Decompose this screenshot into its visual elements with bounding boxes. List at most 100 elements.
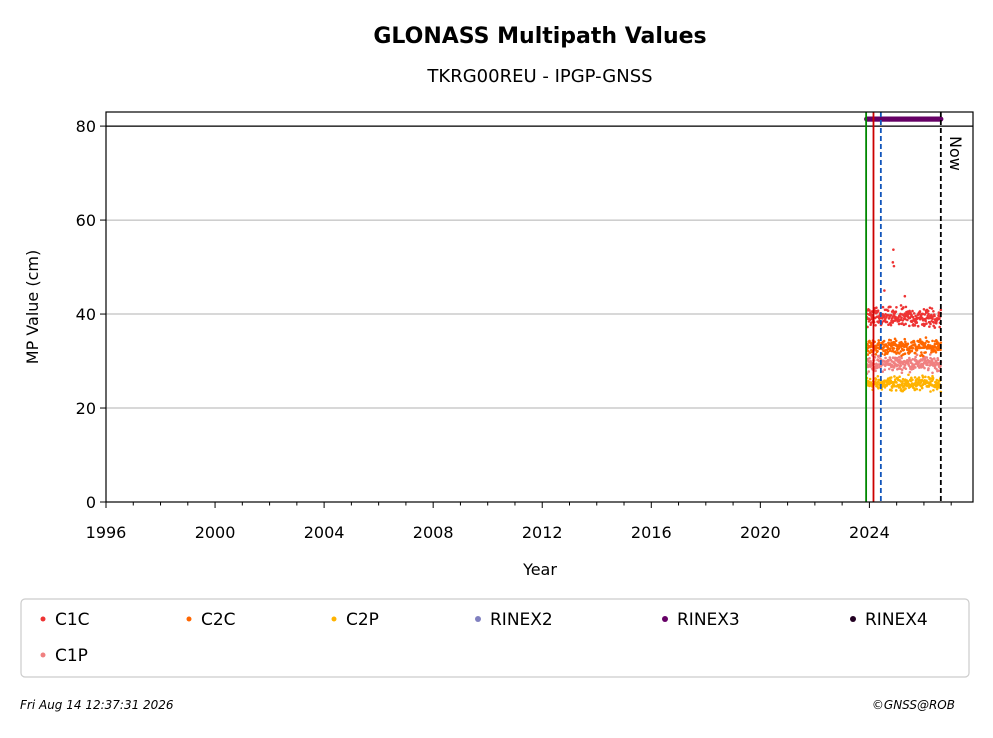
data-point-c1c [886, 313, 890, 317]
data-point-c2c [903, 337, 907, 341]
data-point-c2p [895, 381, 898, 384]
data-point-c2c [939, 348, 942, 352]
data-point-c1p [877, 359, 881, 363]
data-point-c1c [904, 305, 908, 309]
legend-marker-c2c [186, 616, 192, 622]
data-point-rinex3 [938, 116, 944, 122]
y-axis-label: MP Value (cm) [23, 250, 42, 364]
data-point-c1p [898, 362, 902, 365]
footer-credit: ©GNSS@ROB [872, 698, 955, 712]
data-point-c1p [887, 359, 890, 363]
data-point-c2c [888, 349, 892, 353]
data-point-c1p [930, 361, 933, 365]
data-point-c1p [928, 353, 932, 356]
data-point-c2p [890, 389, 893, 392]
data-point-c1p [911, 357, 915, 361]
data-point-c1c [925, 322, 928, 325]
data-point-c2c [890, 345, 893, 348]
data-point-c1p [879, 365, 883, 368]
data-point-c1p [925, 356, 929, 359]
data-point-c1p [890, 363, 894, 367]
data-point-c1p [930, 359, 934, 363]
data-point-c2p [882, 381, 886, 385]
data-point-c1c [894, 310, 898, 314]
plot-frame [105, 111, 974, 503]
data-point-c2c [892, 343, 895, 347]
data-point-c2p [917, 376, 921, 379]
data-point-c1c [927, 312, 930, 316]
data-point-c2c [939, 341, 943, 344]
data-point-c2p [907, 373, 910, 377]
legend-label-rinex2: RINEX2 [490, 610, 553, 630]
data-point-c1p [923, 366, 926, 370]
data-point-c1c [899, 304, 903, 307]
legend-label-rinex4: RINEX4 [865, 610, 928, 630]
data-point-c1c [921, 312, 925, 316]
data-point-c2c [924, 351, 927, 354]
data-point-c1p [868, 357, 871, 360]
data-point-c1p [900, 371, 904, 375]
legend-marker-c2p [331, 616, 337, 622]
data-point-c1c [889, 314, 893, 317]
data-point-c1p [891, 368, 895, 372]
data-point-c1p [869, 359, 872, 363]
data-point-c1c [911, 315, 915, 319]
data-point-c2p [894, 378, 897, 381]
data-point-c2p [889, 379, 893, 382]
data-point-c1c [910, 314, 913, 317]
data-point-c1p [900, 368, 904, 372]
data-point-c2p [925, 379, 928, 382]
data-point-c2c [903, 352, 907, 356]
data-point-c1p [881, 370, 884, 373]
data-point-c2p [924, 375, 927, 379]
data-point-c2c [884, 343, 888, 346]
y-tick-label: 80 [76, 117, 96, 136]
data-point-c1c [928, 306, 932, 310]
data-point-c1c [892, 264, 896, 268]
data-point-c1c [901, 319, 905, 322]
data-point-c2c [912, 340, 916, 344]
data-point-c2c [930, 351, 933, 354]
data-point-c1p [903, 363, 907, 367]
data-point-c2c [924, 341, 927, 345]
data-point-c2p [921, 376, 925, 379]
data-point-c1p [935, 367, 938, 371]
x-tick-label: 2020 [740, 523, 781, 542]
data-point-c2p [913, 376, 917, 379]
data-point-c2p [920, 386, 924, 390]
data-point-c2p [911, 378, 914, 382]
data-point-c2c [910, 349, 914, 353]
data-point-c2c [918, 338, 922, 341]
data-point-c1c [903, 294, 907, 298]
legend-marker-c1c [40, 616, 46, 622]
now-label: Now [946, 136, 965, 171]
data-points [864, 116, 944, 394]
data-point-c1p [931, 371, 934, 375]
data-point-c1c [908, 324, 911, 328]
data-point-c1p [888, 356, 892, 359]
data-point-c1c [938, 317, 941, 321]
data-point-c2c [886, 350, 890, 354]
data-point-c1c [924, 319, 927, 323]
data-point-c1c [875, 306, 878, 310]
data-point-c2p [900, 382, 904, 386]
data-point-c1p [874, 369, 877, 373]
data-point-c2p [868, 377, 872, 381]
chart-subtitle: TKRG00REU - IPGP-GNSS [426, 66, 652, 87]
data-point-c2p [876, 374, 880, 378]
x-tick-label: 2016 [631, 523, 672, 542]
data-point-c2c [889, 347, 892, 351]
data-point-c1p [914, 366, 917, 369]
data-point-c2c [876, 349, 879, 353]
x-tick-label: 2004 [304, 523, 345, 542]
data-point-c2c [881, 342, 884, 346]
data-point-c1c [889, 305, 892, 309]
data-point-c2p [898, 383, 902, 387]
data-point-c1c [931, 317, 934, 321]
data-point-c2p [898, 386, 902, 389]
data-point-c1c [904, 322, 907, 326]
data-point-c2c [868, 351, 872, 355]
legend-marker-c1p [40, 652, 46, 658]
data-point-c1c [922, 307, 926, 311]
